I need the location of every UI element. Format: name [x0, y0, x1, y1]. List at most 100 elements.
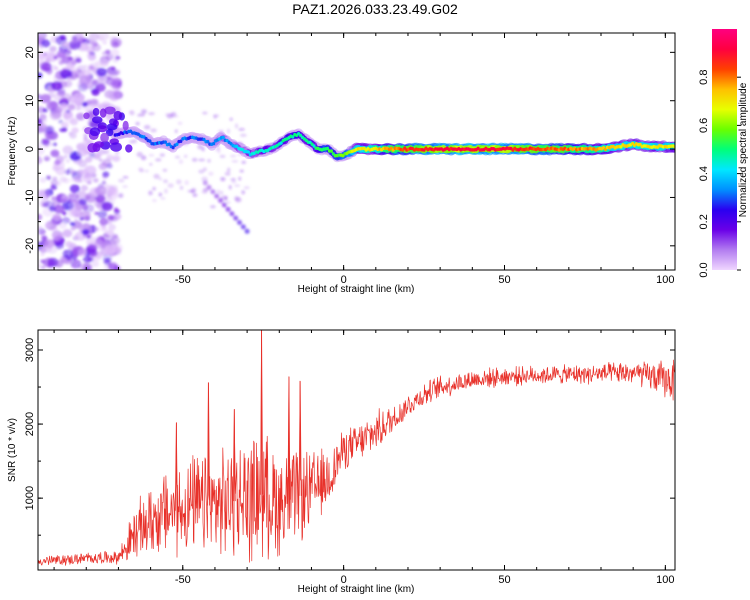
- noise-blob: [69, 118, 79, 126]
- noise-blob: [229, 154, 237, 158]
- trace-point: [206, 139, 210, 144]
- noise-blob: [81, 228, 90, 236]
- noise-blob: [50, 184, 58, 190]
- noise-blob: [99, 217, 109, 226]
- trace-point: [329, 149, 333, 153]
- noise-blob: [54, 204, 65, 214]
- noise-blob: [110, 200, 116, 205]
- noise-blob: [84, 156, 93, 163]
- trace-point: [175, 142, 179, 147]
- noise-blob: [38, 146, 45, 156]
- noise-blob: [155, 158, 162, 162]
- noise-blob: [107, 186, 116, 194]
- noise-blob: [40, 265, 46, 270]
- noise-blob: [241, 190, 245, 195]
- noise-blob: [104, 234, 110, 239]
- colorbar-tick-label: 0.6: [698, 118, 710, 133]
- noise-blob: [41, 235, 48, 241]
- noise-blob: [243, 186, 250, 190]
- colorbar-tick-label: 0.2: [698, 214, 710, 229]
- noise-blob: [54, 259, 64, 268]
- noise-blob: [101, 161, 108, 167]
- noise-blob: [213, 115, 217, 119]
- noise-blob: [224, 195, 228, 201]
- trace-point: [89, 127, 101, 137]
- snr-panel: -50 0 50 100 1000 2000 3000 Height of straight…: [7, 329, 676, 595]
- noise-blob: [239, 169, 244, 173]
- noise-blob: [75, 57, 82, 63]
- noise-blob: [39, 199, 51, 208]
- noise-blob: [53, 55, 58, 60]
- noise-blob: [65, 109, 71, 114]
- noise-blob: [104, 195, 113, 202]
- noise-blob: [70, 39, 77, 44]
- noise-blob: [160, 197, 166, 200]
- noise-blob: [42, 138, 51, 146]
- noise-blob: [59, 35, 66, 41]
- noise-blob: [191, 157, 198, 162]
- noise-blob: [138, 167, 143, 172]
- colorbar-tick-label: 0.4: [698, 166, 710, 181]
- streak-blob: [214, 193, 220, 199]
- noise-blob: [175, 179, 182, 185]
- noise-blob: [122, 185, 128, 188]
- noise-blob: [231, 160, 239, 163]
- y-tick-label: -20: [24, 238, 36, 254]
- noise-blob: [83, 64, 88, 68]
- noise-blob: [39, 177, 47, 183]
- y-tick-label: 3000: [24, 338, 36, 362]
- noise-blob: [139, 113, 145, 117]
- noise-blob: [51, 81, 63, 91]
- y-tick-label: 10: [24, 95, 36, 107]
- noise-blob: [219, 154, 226, 159]
- snr-ticks: -50 0 50 100 1000 2000 3000: [24, 330, 675, 586]
- x-tick-label: 0: [341, 574, 347, 586]
- noise-blob: [158, 192, 163, 197]
- noise-blob: [49, 45, 57, 53]
- noise-blob: [85, 195, 91, 200]
- noise-blob: [75, 106, 81, 111]
- noise-blob: [108, 224, 116, 231]
- trace-point: [312, 144, 316, 148]
- noise-blob: [52, 213, 62, 221]
- noise-blob: [106, 163, 113, 169]
- noise-blob: [67, 76, 72, 81]
- noise-blob: [229, 117, 233, 121]
- trace-point: [92, 116, 103, 124]
- colorbar-tick-label: 0.0: [698, 262, 710, 277]
- noise-blob: [78, 179, 83, 183]
- trace-point: [148, 139, 152, 143]
- streak-blob: [210, 189, 216, 195]
- noise-blob: [38, 118, 43, 125]
- trace-point: [125, 144, 133, 153]
- noise-blob: [46, 101, 58, 111]
- noise-blob: [107, 214, 115, 221]
- noise-blob: [101, 201, 113, 212]
- noise-blob: [166, 113, 174, 119]
- noise-blob: [43, 50, 55, 60]
- noise-blob: [74, 102, 80, 107]
- figure-title: PAZ1.2026.033.23.49.G02: [292, 1, 458, 17]
- noise-blob: [107, 262, 118, 270]
- noise-blob: [44, 222, 51, 228]
- y-tick-label: 0: [24, 146, 36, 152]
- noise-blob: [77, 248, 88, 257]
- noise-blob: [65, 159, 71, 163]
- noise-blob: [202, 111, 208, 115]
- noise-blob: [135, 121, 140, 126]
- snr-frame: [37, 329, 676, 571]
- streak-blob: [218, 198, 224, 204]
- noise-blob: [220, 177, 226, 182]
- trace-point: [325, 146, 330, 151]
- noise-blob: [61, 41, 69, 48]
- noise-blob: [38, 189, 51, 200]
- noise-blob: [70, 222, 76, 227]
- noise-blob: [41, 39, 51, 48]
- noise-blob: [52, 176, 58, 181]
- noise-blob: [167, 183, 174, 189]
- noise-blob: [78, 198, 88, 206]
- noise-blob: [111, 80, 122, 90]
- colorbar-label: Normalized spectral amplitude: [738, 82, 749, 217]
- noise-blob: [50, 65, 57, 71]
